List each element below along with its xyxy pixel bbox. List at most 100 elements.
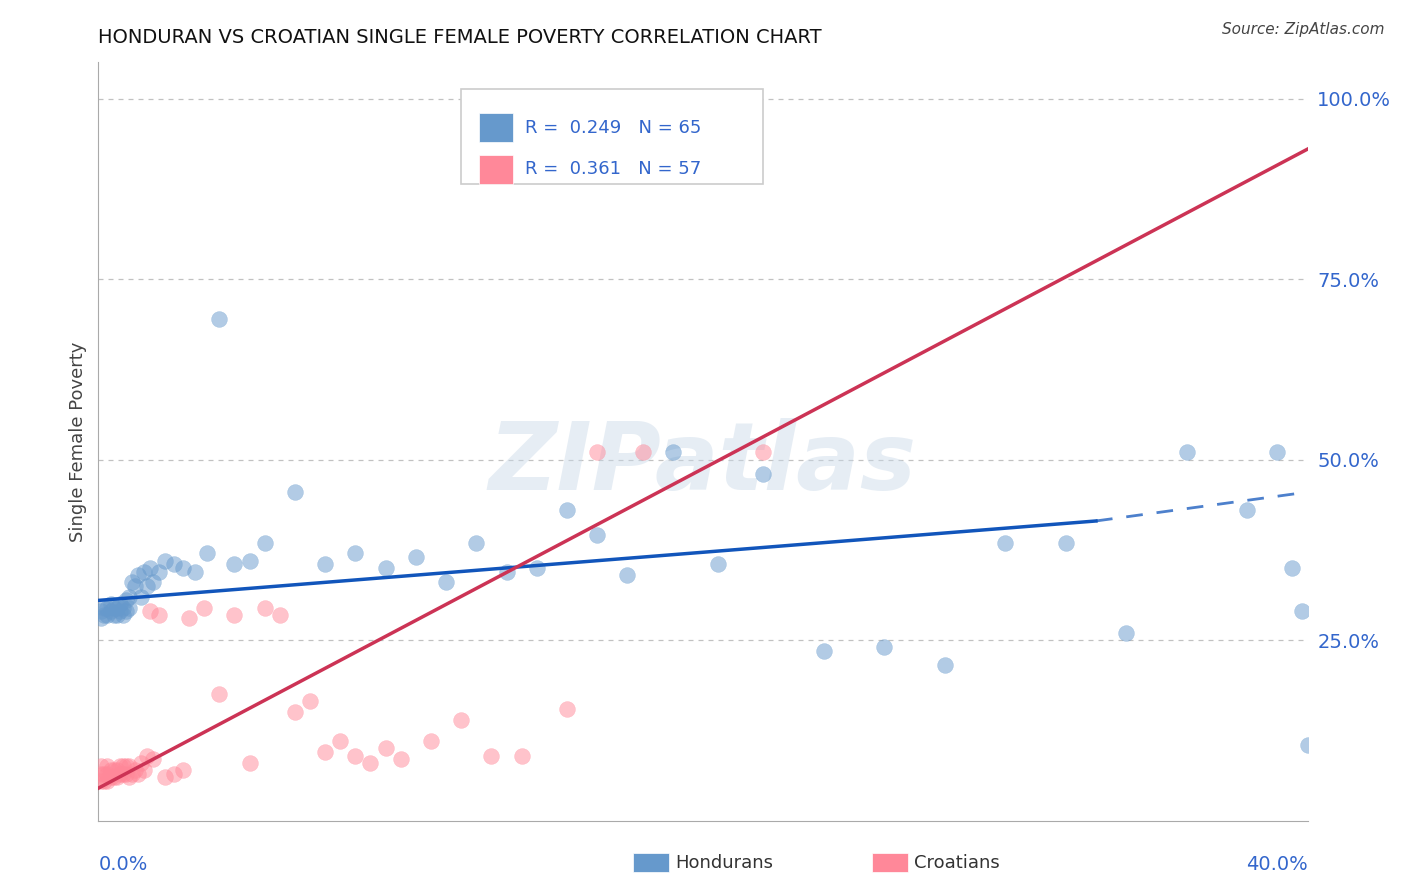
- Text: R =  0.361   N = 57: R = 0.361 N = 57: [526, 161, 702, 178]
- Point: [93, 766, 115, 780]
- Point: [224, 607, 246, 622]
- Text: R =  0.249   N = 65: R = 0.249 N = 65: [526, 119, 702, 136]
- Point: [103, 600, 125, 615]
- Point: [284, 706, 307, 720]
- Point: [108, 766, 131, 780]
- Point: [90, 604, 112, 618]
- Point: [121, 575, 143, 590]
- Point: [127, 568, 149, 582]
- Point: [586, 445, 609, 459]
- Point: [90, 766, 112, 780]
- Point: [1115, 626, 1137, 640]
- Point: [813, 644, 835, 658]
- Point: [153, 554, 176, 568]
- Point: [253, 535, 276, 549]
- Point: [208, 311, 231, 326]
- Point: [105, 607, 128, 622]
- Point: [420, 734, 443, 748]
- Point: [108, 597, 131, 611]
- Point: [526, 561, 548, 575]
- Point: [148, 607, 170, 622]
- Point: [142, 575, 165, 590]
- Text: 40.0%: 40.0%: [1246, 855, 1308, 874]
- Text: HONDURAN VS CROATIAN SINGLE FEMALE POVERTY CORRELATION CHART: HONDURAN VS CROATIAN SINGLE FEMALE POVER…: [98, 28, 823, 47]
- Point: [139, 561, 162, 575]
- Point: [555, 702, 578, 716]
- Point: [208, 687, 231, 701]
- Point: [873, 640, 896, 655]
- Point: [111, 600, 134, 615]
- Point: [752, 445, 775, 459]
- FancyBboxPatch shape: [479, 113, 513, 142]
- Point: [344, 748, 367, 763]
- Point: [129, 590, 152, 604]
- Point: [195, 546, 218, 560]
- Point: [1296, 738, 1319, 752]
- Point: [284, 485, 307, 500]
- Point: [118, 770, 141, 784]
- Point: [586, 528, 609, 542]
- Point: [1175, 445, 1198, 459]
- Point: [172, 763, 194, 777]
- Point: [127, 766, 149, 780]
- Point: [555, 503, 578, 517]
- Point: [172, 561, 194, 575]
- Point: [111, 766, 134, 780]
- Point: [118, 590, 141, 604]
- Point: [360, 756, 382, 770]
- Point: [405, 550, 427, 565]
- Point: [90, 773, 112, 788]
- Point: [450, 713, 472, 727]
- Text: Hondurans: Hondurans: [675, 855, 773, 872]
- Point: [111, 759, 134, 773]
- Point: [135, 748, 157, 763]
- Point: [481, 748, 503, 763]
- Point: [96, 607, 118, 622]
- Y-axis label: Single Female Poverty: Single Female Poverty: [69, 342, 87, 541]
- Point: [93, 773, 115, 788]
- Point: [93, 600, 115, 615]
- Point: [299, 694, 322, 708]
- Point: [179, 611, 201, 625]
- Point: [163, 766, 186, 780]
- Point: [374, 741, 396, 756]
- FancyBboxPatch shape: [461, 89, 763, 184]
- Point: [90, 611, 112, 625]
- Point: [193, 600, 215, 615]
- Point: [344, 546, 367, 560]
- Point: [100, 604, 122, 618]
- Point: [314, 558, 336, 572]
- Point: [96, 759, 118, 773]
- Point: [105, 763, 128, 777]
- FancyBboxPatch shape: [479, 155, 513, 184]
- Point: [96, 766, 118, 780]
- Point: [96, 600, 118, 615]
- Point: [1236, 503, 1258, 517]
- Point: [114, 759, 136, 773]
- Point: [103, 763, 125, 777]
- Point: [96, 773, 118, 788]
- Point: [707, 558, 730, 572]
- Point: [142, 752, 165, 766]
- Point: [389, 752, 412, 766]
- Point: [118, 759, 141, 773]
- Point: [616, 568, 638, 582]
- Point: [224, 558, 246, 572]
- Point: [661, 445, 683, 459]
- Text: ZIPatlas: ZIPatlas: [489, 418, 917, 510]
- Point: [631, 445, 654, 459]
- Text: Croatians: Croatians: [914, 855, 1000, 872]
- Point: [184, 565, 207, 579]
- Point: [114, 604, 136, 618]
- Point: [118, 600, 141, 615]
- Point: [374, 561, 396, 575]
- Point: [1054, 535, 1077, 549]
- Point: [105, 770, 128, 784]
- Point: [1281, 561, 1303, 575]
- Point: [139, 604, 162, 618]
- Point: [100, 770, 122, 784]
- Point: [148, 565, 170, 579]
- Point: [163, 558, 186, 572]
- Point: [1267, 445, 1289, 459]
- Point: [90, 759, 112, 773]
